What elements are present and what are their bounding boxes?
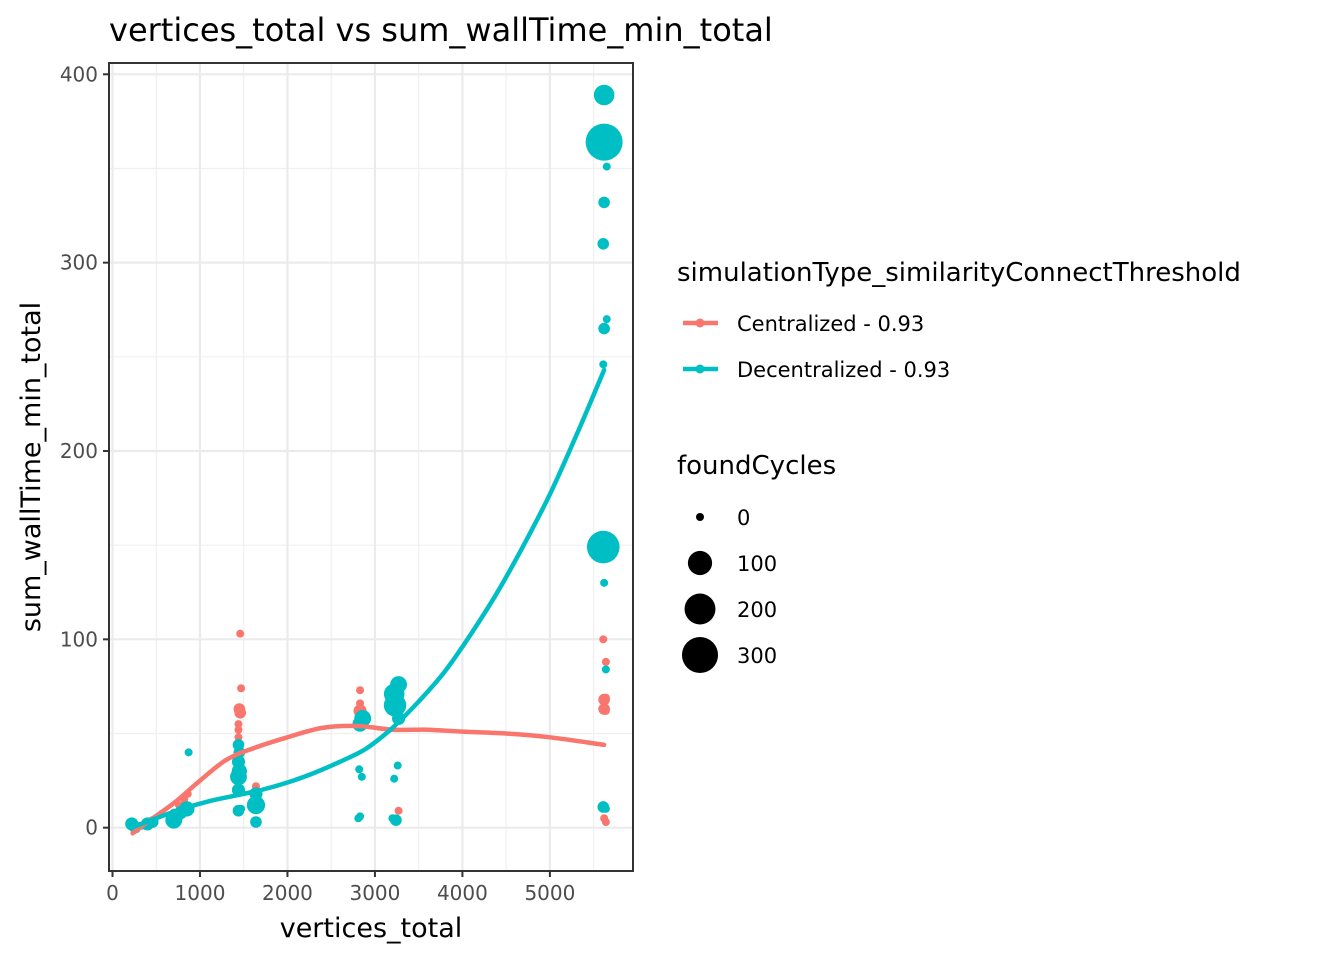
legend-color-title: simulationType_similarityConnectThreshol… [677,258,1241,288]
data-point [356,686,365,695]
data-point [586,530,620,564]
smooth-lines-layer [129,367,607,836]
data-point [593,84,615,106]
x-tick-label: 2000 [262,881,313,905]
data-point [234,720,243,729]
data-point [237,684,246,693]
data-point [601,706,610,715]
y-tick-label: 200 [60,439,98,463]
legend-series-label: Centralized - 0.93 [737,312,924,336]
legend-size-key [684,593,716,625]
data-point [234,725,243,734]
legend-size-key [687,550,713,576]
chart-title: vertices_total vs sum_wallTime_min_total [109,11,773,49]
legend-size-label: 200 [737,598,777,622]
plot-panel [108,62,634,872]
legend-size-label: 0 [737,506,750,530]
data-point [602,315,611,324]
legend-key-point [695,364,705,374]
y-axis-title: sum_wallTime_min_total [16,302,47,632]
x-tick-label: 1000 [175,881,226,905]
legend-size-title: foundCycles [677,451,836,481]
data-point [393,761,402,770]
smooth-line [129,367,607,830]
data-point [237,804,246,813]
data-point [357,772,366,781]
data-point [356,812,365,821]
legend-size-label: 300 [737,644,777,668]
legend-size-label: 100 [737,552,777,576]
legend-series-label: Decentralized - 0.93 [737,358,950,382]
legend-size-key [681,636,719,674]
data-point [234,706,247,719]
smooth-line [130,723,607,836]
data-point [390,676,407,693]
data-point [598,322,610,335]
data-point [231,755,246,769]
y-tick-label: 400 [60,62,98,86]
data-point [232,738,245,751]
legend-size-items: 0 100 200 300 [681,506,777,674]
data-point [394,806,403,815]
data-point [599,635,608,644]
data-point [390,774,399,783]
data-point [601,804,610,813]
data-point [250,816,262,828]
legend-size-key [696,513,704,521]
data-point [601,665,610,674]
legend-color-items: Centralized - 0.93 Decentralized - 0.93 [683,312,950,382]
data-point [600,578,609,587]
data-point [355,765,364,774]
x-axis-title: vertices_total [280,913,463,944]
data-point [184,748,193,757]
y-axis: 0 100 200 300 400 [60,62,109,840]
data-point [601,693,610,702]
data-point [601,818,610,827]
data-point [234,733,243,742]
data-point [597,237,610,250]
data-point [246,795,266,815]
x-tick-label: 0 [106,881,119,905]
y-tick-label: 300 [60,251,98,275]
data-point [354,710,372,727]
x-tick-label: 4000 [437,881,488,905]
x-axis: 0 1000 2000 3000 4000 5000 [106,871,575,905]
data-point [236,629,245,638]
data-point [598,196,610,209]
panel-border [108,62,634,872]
x-tick-label: 3000 [349,881,400,905]
y-tick-label: 0 [85,816,98,840]
x-tick-label: 5000 [524,881,575,905]
major-gridlines [109,63,633,871]
y-tick-label: 100 [60,627,98,651]
minor-gridlines [109,63,633,871]
legend: simulationType_similarityConnectThreshol… [677,258,1241,674]
data-point [601,657,610,666]
legend-key-point [695,318,705,328]
data-point [599,360,608,369]
data-point [602,162,611,171]
data-point [585,123,623,161]
data-point [390,814,402,826]
